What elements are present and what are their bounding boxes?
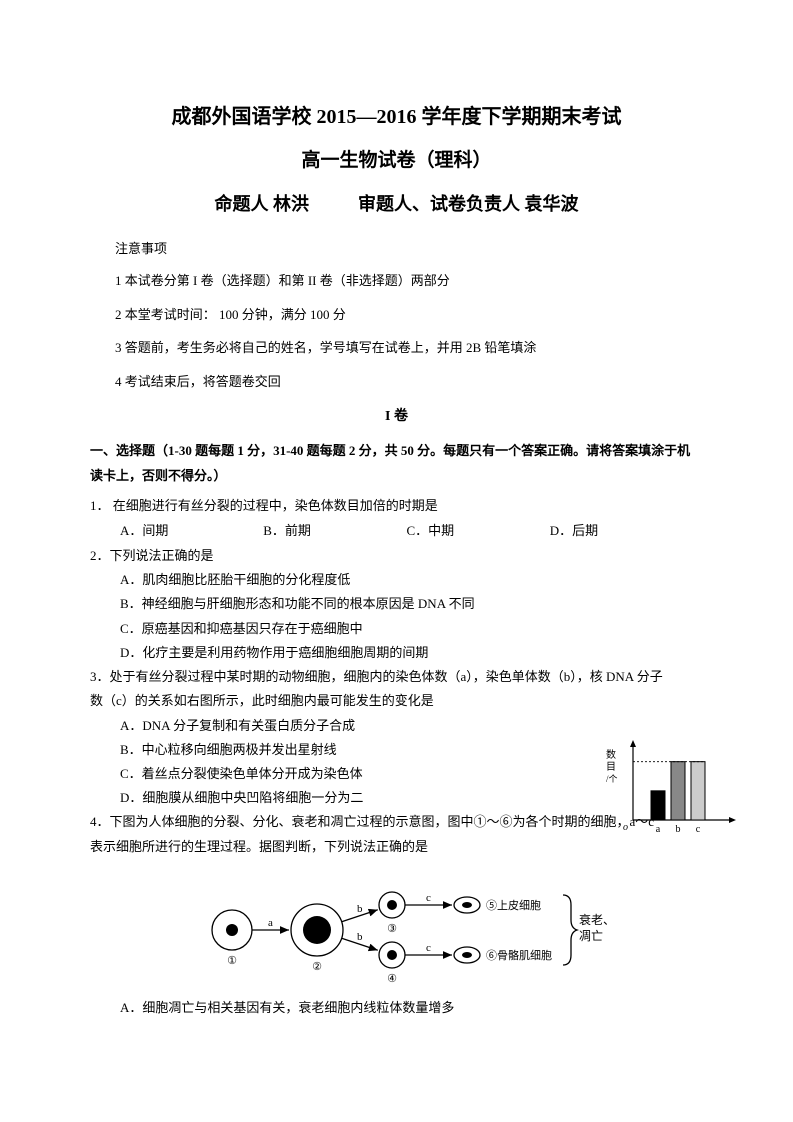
svg-text:b: b [356, 902, 362, 914]
svg-text:③: ③ [387, 923, 397, 935]
svg-text:c: c [696, 824, 701, 835]
author-left: 命题人 林洪 [215, 194, 310, 214]
q1-opt-d: D．后期 [550, 519, 690, 544]
title-school-year: 成都外国语学校 2015—2016 学年度下学期期末考试 [90, 100, 703, 129]
svg-text:c: c [426, 942, 431, 954]
svg-text:⑤上皮细胞: ⑤上皮细胞 [486, 899, 541, 912]
author-right: 审题人、试卷负责人 袁华波 [358, 194, 579, 214]
svg-text:b: b [676, 824, 681, 835]
q2-opt-c: C．原癌基因和抑癌基因只存在于癌细胞中 [120, 617, 703, 641]
svg-text:b: b [356, 931, 362, 943]
q2-opt-a: A．肌肉细胞比胚胎干细胞的分化程度低 [120, 568, 703, 592]
svg-text:目: 目 [606, 762, 616, 773]
q1-stem: 1． 在细胞进行有丝分裂的过程中，染色体数目加倍的时期是 [90, 494, 703, 519]
q3-opt-a: A．DNA 分子复制和有关蛋白质分子合成 [120, 714, 703, 738]
svg-text:衰老、: 衰老、 [579, 912, 615, 927]
notice-item-2: 2 本堂考试时间： 100 分钟，满分 100 分 [115, 305, 703, 325]
svg-text:②: ② [312, 961, 322, 973]
svg-text:a: a [656, 824, 661, 835]
svg-text:o: o [623, 822, 628, 833]
notice-item-4: 4 考试结束后，将答题卷交回 [115, 372, 703, 392]
svg-text:a: a [268, 917, 273, 929]
q2-opt-b: B．神经细胞与肝细胞形态和功能不同的根本原因是 DNA 不同 [120, 592, 703, 616]
title-authors: 命题人 林洪 审题人、试卷负责人 袁华波 [90, 190, 703, 216]
q1-opt-c: C．中期 [407, 519, 547, 544]
svg-text:c: c [426, 892, 431, 904]
q4-opt-a: A．细胞凋亡与相关基因有关，衰老细胞内线粒体数量增多 [120, 996, 703, 1020]
section-heading: 一、选择题（1-30 题每题 1 分，31-40 题每题 2 分，共 50 分。… [90, 439, 703, 488]
q1-opt-a: A．间期 [120, 519, 260, 544]
q1-options: A．间期 B．前期 C．中期 D．后期 [120, 519, 703, 544]
title-subject: 高一生物试卷（理科） [90, 145, 703, 172]
q4-stem-2: 表示细胞所进行的生理过程。据图判断，下列说法正确的是 [90, 835, 703, 860]
q3-stem-1: 3．处于有丝分裂过程中某时期的动物细胞，细胞内的染色体数（a），染色单体数（b）… [90, 665, 703, 690]
svg-text:④: ④ [387, 973, 397, 985]
notice-item-3: 3 答题前，考生务必将自己的姓名，学号填写在试卷上，并用 2B 铅笔填涂 [115, 338, 703, 358]
svg-text:/个: /个 [606, 774, 618, 784]
svg-text:①: ① [227, 955, 237, 967]
svg-text:凋亡: 凋亡 [579, 929, 603, 943]
notice-item-1: 1 本试卷分第 I 卷（选择题）和第 II 卷（非选择题）两部分 [115, 271, 703, 291]
svg-text:数: 数 [606, 748, 616, 761]
q1-opt-b: B．前期 [263, 519, 403, 544]
q3-stem-2: 数（c）的关系如右图所示，此时细胞内最可能发生的变化是 [90, 689, 703, 714]
q4-flow-diagram: a b b c c ① ② ③ ④ ⑤上皮细胞 ⑥骨骼肌细胞 衰老、凋亡 [90, 870, 703, 990]
volume-label: I 卷 [90, 405, 703, 425]
notice-label: 注意事项 [115, 238, 703, 257]
svg-text:⑥骨骼肌细胞: ⑥骨骼肌细胞 [486, 948, 552, 962]
q2-stem: 2．下列说法正确的是 [90, 544, 703, 569]
q2-opt-d: D．化疗主要是利用药物作用于癌细胞细胞周期的间期 [120, 641, 703, 665]
q3-bar-chart: 数目/个 o a b c [598, 738, 738, 838]
